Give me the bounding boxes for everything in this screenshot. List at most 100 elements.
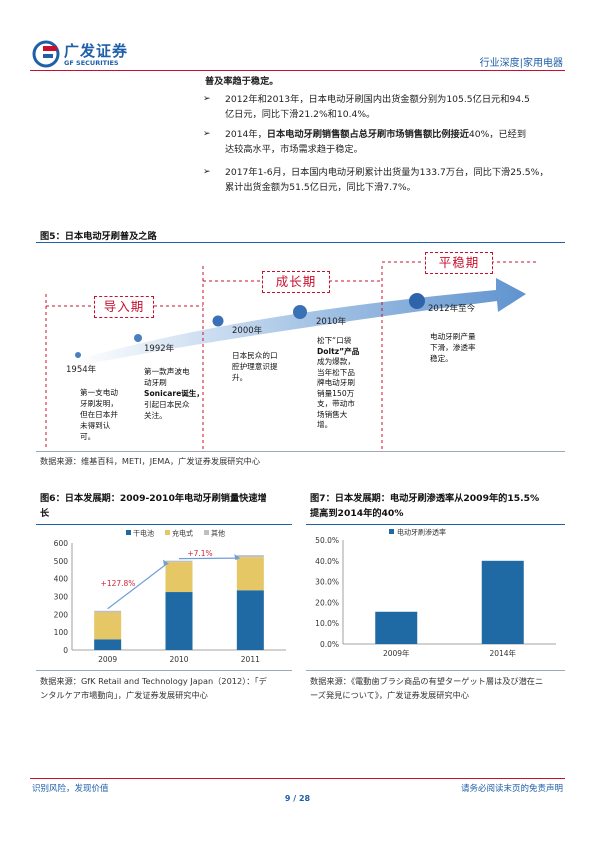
bar-2009-1	[94, 612, 122, 640]
figure6-source: 数据来源：GfK Retail and Technology Japan（201…	[40, 676, 267, 700]
y-tick-label: 20.0%	[315, 598, 339, 607]
growth-arrow-head	[234, 554, 241, 561]
footer-disclaimer: 请务必阅读末页的免责声明	[460, 784, 563, 794]
bar-2011-1	[236, 557, 264, 591]
bullet-2-line2: 达较高水平，市场需求趋于稳定。	[225, 144, 363, 155]
bullet-2-bold: 日本电动牙刷销售额占总牙刷市场销售额比例接近	[266, 129, 469, 140]
y-tick-label: 300	[54, 593, 69, 602]
bullet-3: ➢ 2017年1-6月，日本国内电动牙刷累计出货量为133.7万台，同比下滑25…	[203, 165, 565, 195]
note-1992: 第一款声波电 动牙刷 Sonicare诞生， 引起日本民众 关注。	[144, 367, 204, 420]
bullet-1: ➢ 2012年和2013年，日本电动牙刷国内出货金额分别为105.5亿日元和94…	[203, 92, 565, 122]
note-1954: 第一支电动 牙刷发明， 但在日本并 未得到认 可。	[80, 388, 118, 441]
growth-arrow-line	[107, 563, 168, 610]
footer-slogan: 识别风险，发现价值	[32, 784, 109, 794]
growth-arrow-line	[178, 557, 239, 560]
bullet-3-line2: 累计出货金额为51.5亿日元，同比下滑7.7%。	[225, 182, 416, 193]
y-tick-label: 10.0%	[315, 619, 339, 628]
milestone-2000-dot	[212, 315, 224, 327]
y-tick-label: 500	[54, 557, 69, 566]
y-tick-label: 200	[54, 610, 69, 619]
legend-swatch	[389, 529, 394, 534]
bar-2011-0	[236, 590, 264, 650]
bullet-2-pre: 2014年，	[225, 129, 267, 140]
figure7-chart: 电动牙刷渗透率 0.0% 10.0% 20.0% 30.0% 40.0% 50.0% 2009…	[315, 528, 556, 658]
figure7-source: 数据来源：《電動歯ブラシ商品の有望ターゲット層は及び潜在ニ ーズ発見について》，…	[310, 676, 544, 700]
x-tick-label: 2014年	[489, 648, 516, 658]
legend-swatch-0	[126, 530, 131, 535]
y-tick-label: 50.0%	[315, 536, 339, 545]
footer-rule	[30, 778, 565, 779]
figure5-source: 数据来源：维基百科，METI，JEMA，广发证券发展研究中心	[40, 456, 261, 466]
page-number: 9 / 28	[284, 794, 311, 803]
x-tick-label: 2009年	[383, 648, 410, 658]
figure5-diagram: 导入期 成长期 平稳期 1954年 1992年 2000年 2010年 2012…	[36, 244, 565, 450]
y-tick-label: 0.0%	[320, 640, 339, 649]
legend-swatch-1	[165, 530, 170, 535]
bar-2010-1	[165, 562, 193, 593]
intro-tail-text: 普及率趋于稳定。	[205, 76, 279, 87]
y-tick-label: 30.0%	[315, 578, 339, 587]
year-2012-present: 2012年至今	[428, 304, 476, 314]
note-2012: 电动牙刷产量 下滑，渗透率 稳定。	[430, 332, 476, 363]
y-tick-label: 0	[63, 646, 68, 655]
year-1992: 1992年	[144, 344, 175, 354]
y-tick-label: 100	[54, 628, 69, 637]
milestone-2012-dot	[409, 293, 425, 309]
bullet-1-line2: 亿日元，同比下滑21.2%和10.4%。	[225, 109, 376, 120]
figure7-top-rule	[306, 524, 565, 525]
milestone-2010-dot	[293, 305, 307, 319]
stage-growth-label: 成长期	[262, 271, 330, 293]
bullet-3-line1: 2017年1-6月，日本国内电动牙刷累计出货量为133.7万台，同比下滑25.5…	[225, 167, 549, 178]
x-tick-label: 2011	[241, 655, 260, 664]
figure5-bottom-rule	[36, 451, 565, 452]
growth-label-2011: +7.1%	[187, 549, 212, 558]
arrow-bullet-icon: ➢	[203, 129, 211, 139]
bar-2009年	[375, 611, 418, 644]
y-tick-label: 40.0%	[315, 557, 339, 566]
bullet-2: ➢ 2014年，日本电动牙刷销售额占总牙刷市场销售额比例接近40%，已经到 达较…	[203, 127, 565, 157]
legend-label-2: 其他	[211, 529, 225, 538]
growth-arrow-head	[163, 559, 169, 566]
brand-name-en: GF SECURITIES	[64, 59, 119, 67]
milestone-1992-dot	[134, 334, 142, 342]
y-tick-label: 400	[54, 575, 69, 584]
bar-2009-2	[94, 610, 122, 613]
stage-intro-label: 导入期	[94, 296, 154, 318]
report-category: 行业深度|家用电器	[479, 58, 563, 69]
figure5-top-rule	[36, 242, 565, 243]
figure6-top-rule	[36, 524, 292, 525]
year-1954: 1954年	[66, 365, 97, 375]
figure7-title: 图7：日本发展期：电动牙刷渗透率从2009年的15.5% 提高到2014年的40…	[310, 493, 540, 519]
growth-label-2010: +127.8%	[101, 579, 136, 588]
x-tick-label: 2010	[169, 655, 188, 664]
figure5-title: 图5：日本电动牙刷普及之路	[40, 231, 157, 242]
y-tick-label: 600	[54, 539, 69, 548]
arrow-bullet-icon: ➢	[203, 167, 211, 177]
legend-label-0: 干电池	[133, 529, 154, 538]
note-2000: 日本民众的口 腔护理意识提 升。	[232, 351, 278, 382]
brand-name-cn: 广发证券	[64, 42, 129, 60]
header-rule	[30, 70, 565, 71]
brand-logo: 广发证券 GF SECURITIES	[32, 40, 142, 70]
gf-logo-icon	[32, 40, 60, 68]
arrow-bullet-icon: ➢	[203, 94, 211, 104]
stage-stable-label: 平稳期	[425, 252, 493, 274]
figure6-title: 图6：日本发展期：2009-2010年电动牙刷销量快速增 长	[40, 493, 267, 519]
figure6-chart: 干电池 充电式 其他 0 100 200 300 400 500 600 2009 2010 2011 +…	[54, 529, 286, 664]
year-2000: 2000年	[232, 326, 263, 336]
year-2010: 2010年	[316, 317, 347, 327]
bullet-1-line1: 2012年和2013年，日本电动牙刷国内出货金额分别为105.5亿日元和94.5	[225, 94, 530, 105]
legend-label-1: 充电式	[172, 529, 193, 538]
figure7-bottom-rule	[306, 670, 565, 671]
figure6-bottom-rule	[36, 670, 292, 671]
x-tick-label: 2009	[98, 655, 117, 664]
bar-2014年	[481, 560, 524, 644]
bar-2010-2	[165, 560, 193, 563]
legend-label: 电动牙刷渗透率	[397, 528, 446, 537]
bar-2011-2	[236, 555, 264, 558]
bullet-2-post: 40%，已经到	[468, 129, 527, 140]
legend-swatch-2	[204, 530, 209, 535]
note-2010: 松下“口袋 Doltz”产品 成为爆款， 当年松下品 牌电动牙刷 销量150万 …	[317, 336, 360, 429]
milestone-1954-dot	[75, 352, 81, 358]
bar-2009-0	[94, 639, 122, 650]
